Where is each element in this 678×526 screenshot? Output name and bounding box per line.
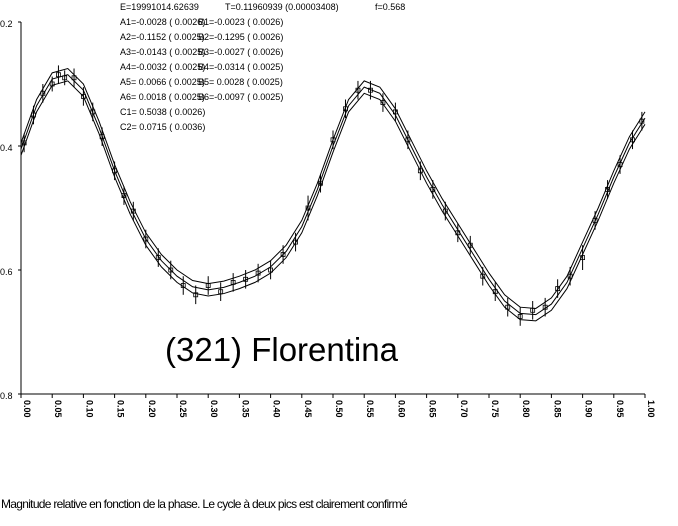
x-tick-label: 0.15 — [116, 400, 126, 418]
coefficient: B6=-0.0097 ( 0.0025) — [198, 92, 283, 102]
coefficient: B1=-0.0023 ( 0.0026) — [198, 17, 283, 27]
x-tick-label: 0.70 — [459, 400, 469, 418]
coefficient: A1=-0.0028 ( 0.0026) — [120, 17, 205, 27]
x-tick-label: 0.90 — [584, 400, 594, 418]
x-tick-label: 0.45 — [303, 400, 313, 418]
x-tick-label: 0.10 — [84, 400, 94, 418]
y-tick-label: 0.4 — [0, 143, 13, 153]
data-point — [293, 239, 298, 245]
coefficient: A4=-0.0032 ( 0.0025) — [120, 62, 205, 72]
data-point — [567, 273, 573, 279]
coefficient: B5= 0.0028 ( 0.0025) — [198, 77, 283, 87]
coefficient: A5= 0.0066 ( 0.0025) — [120, 77, 205, 87]
fit-curve — [20, 80, 646, 322]
x-tick-label: 0.80 — [521, 400, 531, 418]
data-point — [280, 252, 286, 257]
coefficient: A6= 0.0018 ( 0.0025) — [120, 92, 205, 102]
x-tick-label: 0.30 — [209, 400, 219, 418]
y-tick-label: 0.8 — [0, 391, 13, 401]
data-point — [168, 267, 174, 273]
data-point — [143, 236, 149, 242]
data-point — [480, 273, 486, 279]
x-tick-label: 0.05 — [53, 400, 63, 418]
coefficient: B3=-0.0027 ( 0.0026) — [198, 47, 283, 57]
x-tick-label: 1.00 — [646, 400, 656, 418]
data-point — [268, 267, 274, 273]
x-tick-label: 0.65 — [428, 400, 438, 418]
parameter: E=19991014.62639 — [120, 2, 199, 12]
parameter: f=0.568 — [375, 2, 405, 12]
x-tick-label: 0.25 — [178, 400, 188, 418]
x-tick-label: 0.20 — [147, 400, 157, 418]
data-point — [417, 168, 423, 174]
x-tick-label: 0.50 — [334, 400, 344, 418]
coefficient: A3=-0.0143 ( 0.0025) — [120, 47, 205, 57]
coefficient: A2=-0.1152 ( 0.0025) — [120, 32, 205, 42]
data-point — [555, 286, 561, 292]
x-tick-label: 0.35 — [240, 400, 250, 418]
parameter: T=0.11960939 (0.00003408) — [225, 2, 339, 12]
data-point — [193, 292, 199, 298]
x-tick-label: 0.00 — [22, 400, 32, 418]
data-point — [592, 217, 598, 223]
data-point — [405, 137, 411, 143]
fit-curve — [20, 67, 646, 309]
data-point — [81, 94, 86, 99]
x-tick-label: 0.60 — [396, 400, 406, 418]
x-tick-label: 0.75 — [490, 400, 500, 418]
x-tick-label: 0.85 — [552, 400, 562, 418]
caption: Magnitude relative en fonction de la pha… — [1, 497, 408, 511]
y-tick-label: 0.2 — [0, 19, 13, 29]
data-point — [56, 72, 61, 78]
x-tick-label: 0.40 — [272, 400, 282, 418]
x-tick-label: 0.55 — [365, 400, 375, 418]
data-point — [517, 314, 523, 319]
data-point — [71, 75, 77, 81]
coefficient: B4=-0.0314 ( 0.0025) — [198, 62, 283, 72]
coefficient: C1= 0.5038 ( 0.0026) — [120, 107, 205, 117]
chart-title: (321) Florentina — [165, 331, 399, 368]
y-tick-label: 0.6 — [0, 267, 13, 277]
fit-curve — [20, 74, 646, 316]
coefficient: C2= 0.0715 ( 0.0036) — [120, 122, 205, 132]
coefficient: B2=-0.1295 ( 0.0026) — [198, 32, 283, 42]
x-tick-label: 0.95 — [615, 400, 625, 418]
